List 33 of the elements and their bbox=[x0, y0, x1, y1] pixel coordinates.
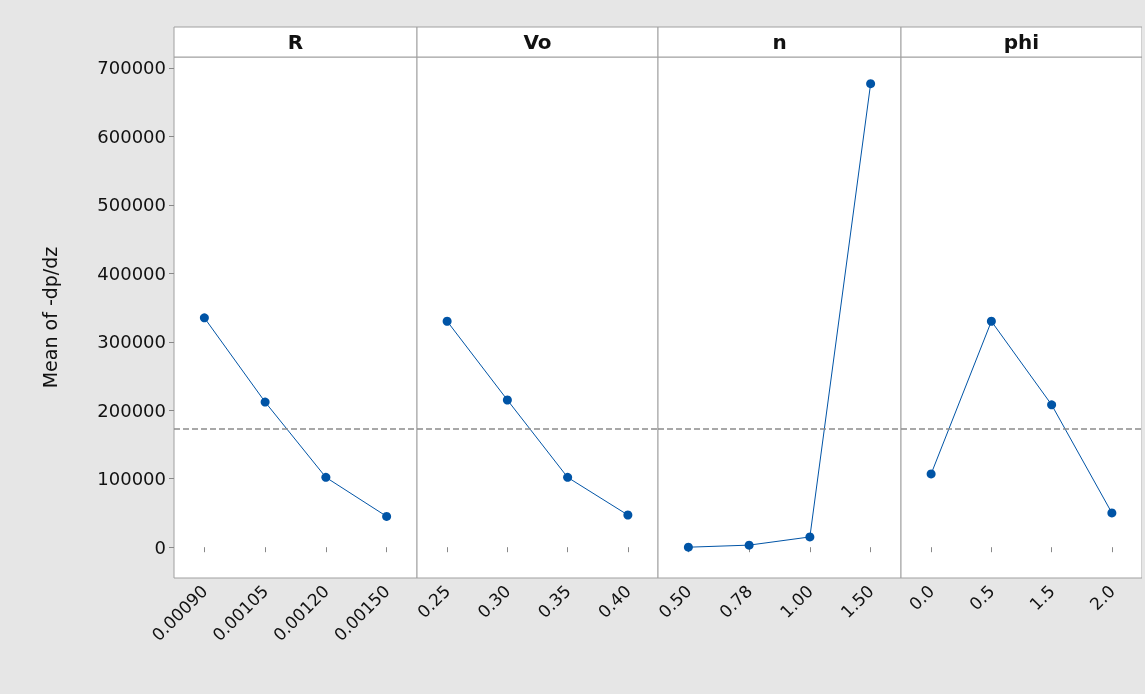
point bbox=[502, 395, 512, 405]
y-axis-title: Mean of -dp/dz bbox=[38, 246, 61, 389]
chart-title: Vo bbox=[523, 30, 552, 54]
point bbox=[683, 542, 693, 552]
point bbox=[805, 532, 815, 542]
x-tick-label: 0.0 bbox=[904, 580, 939, 615]
x-tick-label: 1.5 bbox=[1025, 580, 1059, 615]
y-tick-label: 100000 bbox=[97, 468, 166, 490]
point bbox=[623, 510, 633, 520]
point bbox=[926, 469, 936, 479]
point bbox=[260, 397, 270, 407]
chart-title: R bbox=[287, 30, 304, 54]
point bbox=[199, 313, 209, 323]
point bbox=[563, 472, 573, 482]
point bbox=[1047, 400, 1057, 410]
chart-title: phi bbox=[1003, 30, 1040, 54]
point bbox=[866, 79, 876, 89]
point bbox=[382, 511, 392, 521]
y-tick-label: 0 bbox=[154, 536, 166, 558]
point bbox=[321, 472, 331, 482]
y-tick-label: 300000 bbox=[97, 331, 166, 353]
y-tick-label: 700000 bbox=[97, 57, 166, 79]
x-tick-label: 0.5 bbox=[965, 580, 999, 615]
point bbox=[744, 540, 754, 550]
point bbox=[986, 316, 996, 326]
y-tick-label: 400000 bbox=[97, 262, 166, 284]
y-tick-label: 600000 bbox=[97, 125, 166, 147]
y-tick-label: 200000 bbox=[97, 399, 166, 421]
x-tick-label: 2.0 bbox=[1085, 580, 1119, 615]
y-tick-label: 500000 bbox=[97, 194, 166, 216]
chart-title: n bbox=[772, 30, 787, 54]
point bbox=[442, 316, 452, 326]
point bbox=[1107, 508, 1117, 518]
